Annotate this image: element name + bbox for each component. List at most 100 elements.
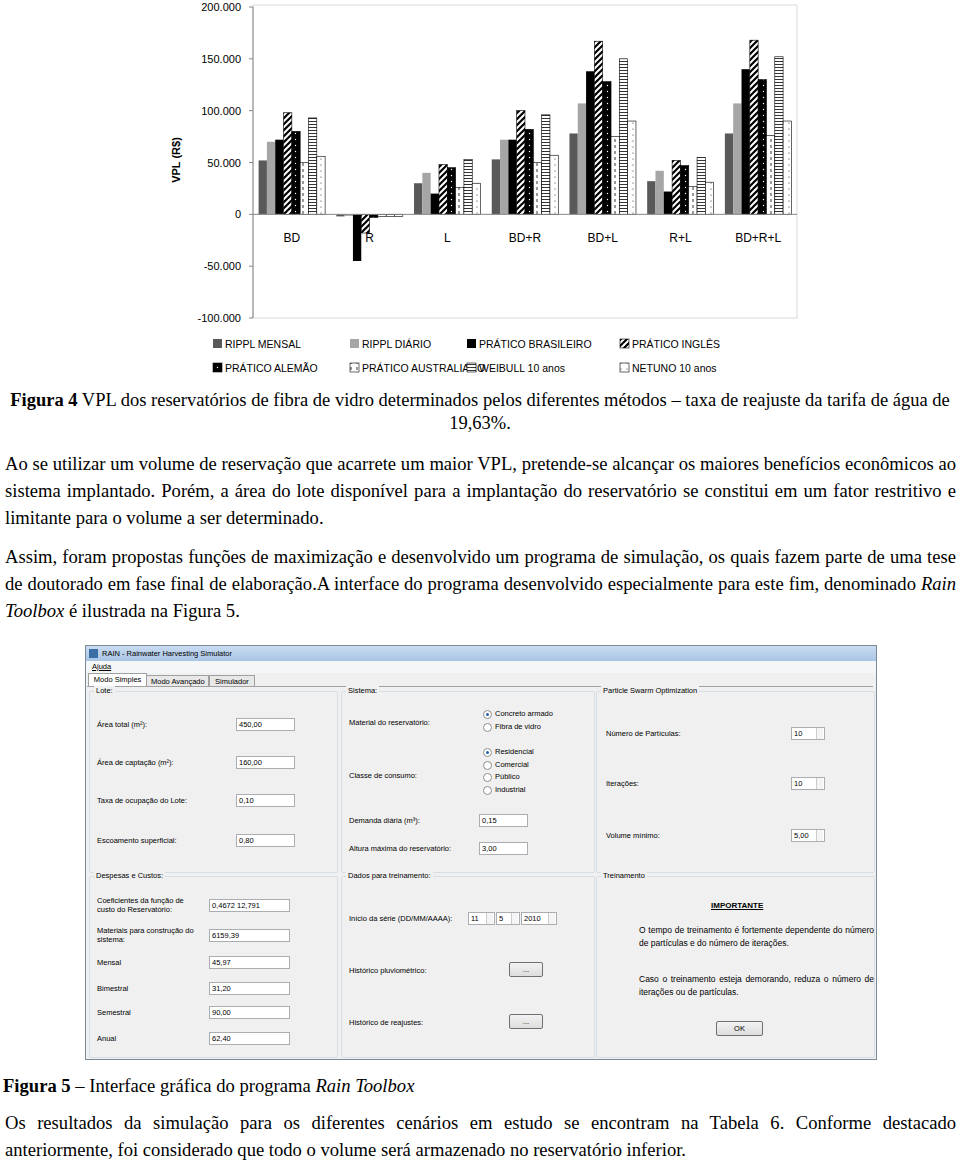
x-tick-label: R+L: [669, 231, 692, 245]
bar: [292, 131, 300, 214]
spin-arrows: [486, 913, 493, 924]
bar: [647, 181, 655, 214]
bar: [603, 82, 611, 215]
bar: [472, 183, 480, 214]
y-tick: [249, 162, 253, 163]
field-label: Início da série (DD/MM/AAAA):: [349, 914, 452, 923]
bar: [456, 187, 464, 214]
radio: [483, 710, 492, 719]
bar: [308, 118, 316, 214]
group-title: Lote:: [94, 686, 115, 695]
field-label: Fibra de vidro: [495, 722, 541, 731]
bar: [492, 159, 500, 214]
group-title: Treinamento: [601, 871, 647, 880]
field-label: Concreto armado: [495, 709, 553, 718]
paragraph-text: Assim, foram propostas funções de maximi…: [5, 546, 956, 594]
legend-swatch: [467, 339, 476, 348]
field-label: Área total (m²):: [97, 720, 147, 729]
field-label: Classe de consumo:: [349, 771, 417, 780]
legend-swatch: [467, 363, 476, 372]
zero-line: [253, 214, 797, 215]
x-tick-label: L: [444, 231, 451, 245]
legend-label: RIPPL DIÁRIO: [362, 338, 431, 350]
bar: [361, 214, 369, 233]
legend-label: PRÁTICO AUSTRALIANO: [362, 362, 485, 374]
radio: [483, 748, 492, 757]
field-label: Volume mínimo:: [606, 831, 660, 840]
field-label: Demanda diária (m³):: [349, 816, 420, 825]
spin-arrows: [816, 728, 823, 739]
button: ...: [509, 1014, 543, 1029]
notice-text: Caso o treinamento esteja demorando, red…: [639, 973, 874, 998]
group-title: Sistema:: [346, 686, 379, 695]
y-tick: [249, 318, 253, 319]
bar: [550, 155, 558, 214]
text-input: 6159,39: [209, 929, 290, 942]
bar: [517, 111, 525, 215]
text-input: 160,00: [236, 756, 295, 769]
y-tick-label: -100.000: [198, 312, 241, 324]
field-label: Taxa de ocupação do Lote:: [97, 796, 187, 805]
title-bar: RAIN - Rainwater Harvesting Simulator: [86, 646, 876, 661]
bar: [569, 133, 577, 214]
text-input: 0,80: [236, 834, 295, 847]
caption-label: Figura 5: [3, 1075, 71, 1096]
tab: Modo Simples: [88, 673, 147, 687]
y-tick-label: 150.000: [201, 53, 241, 65]
plot-frame: [253, 5, 797, 318]
field-label: Coeficientes da função de custo do Reser…: [97, 896, 197, 914]
app-icon: [89, 649, 98, 658]
bar: [783, 121, 791, 214]
bar: [275, 140, 283, 215]
legend-label: PRÁTICO ALEMÃO: [225, 362, 318, 374]
group-title: Despesas e Custos:: [94, 871, 165, 880]
field-label: Industrial: [495, 785, 525, 794]
notice-title: IMPORTANTE: [711, 901, 763, 910]
text-input: 31,20: [209, 982, 290, 995]
y-tick: [249, 7, 253, 8]
window-title: RAIN - Rainwater Harvesting Simulator: [102, 649, 232, 658]
paragraph: Assim, foram propostas funções de maximi…: [5, 543, 956, 624]
bar: [464, 159, 472, 214]
x-tick-label: BD: [284, 231, 301, 245]
bar: [742, 69, 750, 214]
spin-arrows: [548, 913, 555, 924]
bar: [525, 129, 533, 214]
y-tick: [249, 266, 253, 267]
y-axis-label: VPL (R$): [170, 137, 182, 183]
bar: [758, 80, 766, 215]
text-input: 90,00: [209, 1006, 290, 1019]
caption-label: Figura 4: [10, 390, 77, 410]
caption-text: – Interface gráfica do programa: [75, 1075, 310, 1096]
bar: [508, 140, 516, 215]
paragraph-text: é ilustrada na Figura 5.: [69, 600, 240, 621]
bar: [353, 214, 361, 261]
bar: [628, 121, 636, 214]
spin-arrows: [816, 778, 823, 789]
figure-caption: Figura 4 VPL dos reservatórios de fibra …: [10, 389, 950, 435]
legend-swatch: [620, 339, 629, 348]
y-tick-label: 100.000: [201, 105, 241, 117]
paragraph: Os resultados da simulação para os difer…: [5, 1109, 956, 1163]
bar: [766, 136, 774, 215]
field-label: Materiais para construção do sistema:: [97, 926, 197, 944]
legend-swatch: [350, 363, 359, 372]
screenshot-window: RAIN - Rainwater Harvesting SimulatorAju…: [85, 645, 877, 1060]
y-tick-label: 0: [235, 208, 241, 220]
notice-text: O tempo de treinamento é fortemente depe…: [639, 924, 874, 949]
bar: [414, 183, 422, 214]
paragraph: Ao se utilizar um volume de reservação q…: [5, 450, 956, 531]
bar: [705, 182, 713, 214]
x-tick-label: BD+R+L: [735, 231, 781, 245]
radio-dot: [486, 751, 489, 754]
bar: [619, 59, 627, 215]
bar: [317, 156, 325, 214]
field-label: Área de captação (m²):: [97, 758, 174, 767]
bar: [733, 103, 741, 214]
legend-label: WEIBULL 10 anos: [479, 362, 565, 374]
legend-swatch: [350, 339, 359, 348]
bars: [259, 40, 792, 261]
y-tick: [249, 58, 253, 59]
bar: [500, 140, 508, 215]
bar: [578, 103, 586, 214]
